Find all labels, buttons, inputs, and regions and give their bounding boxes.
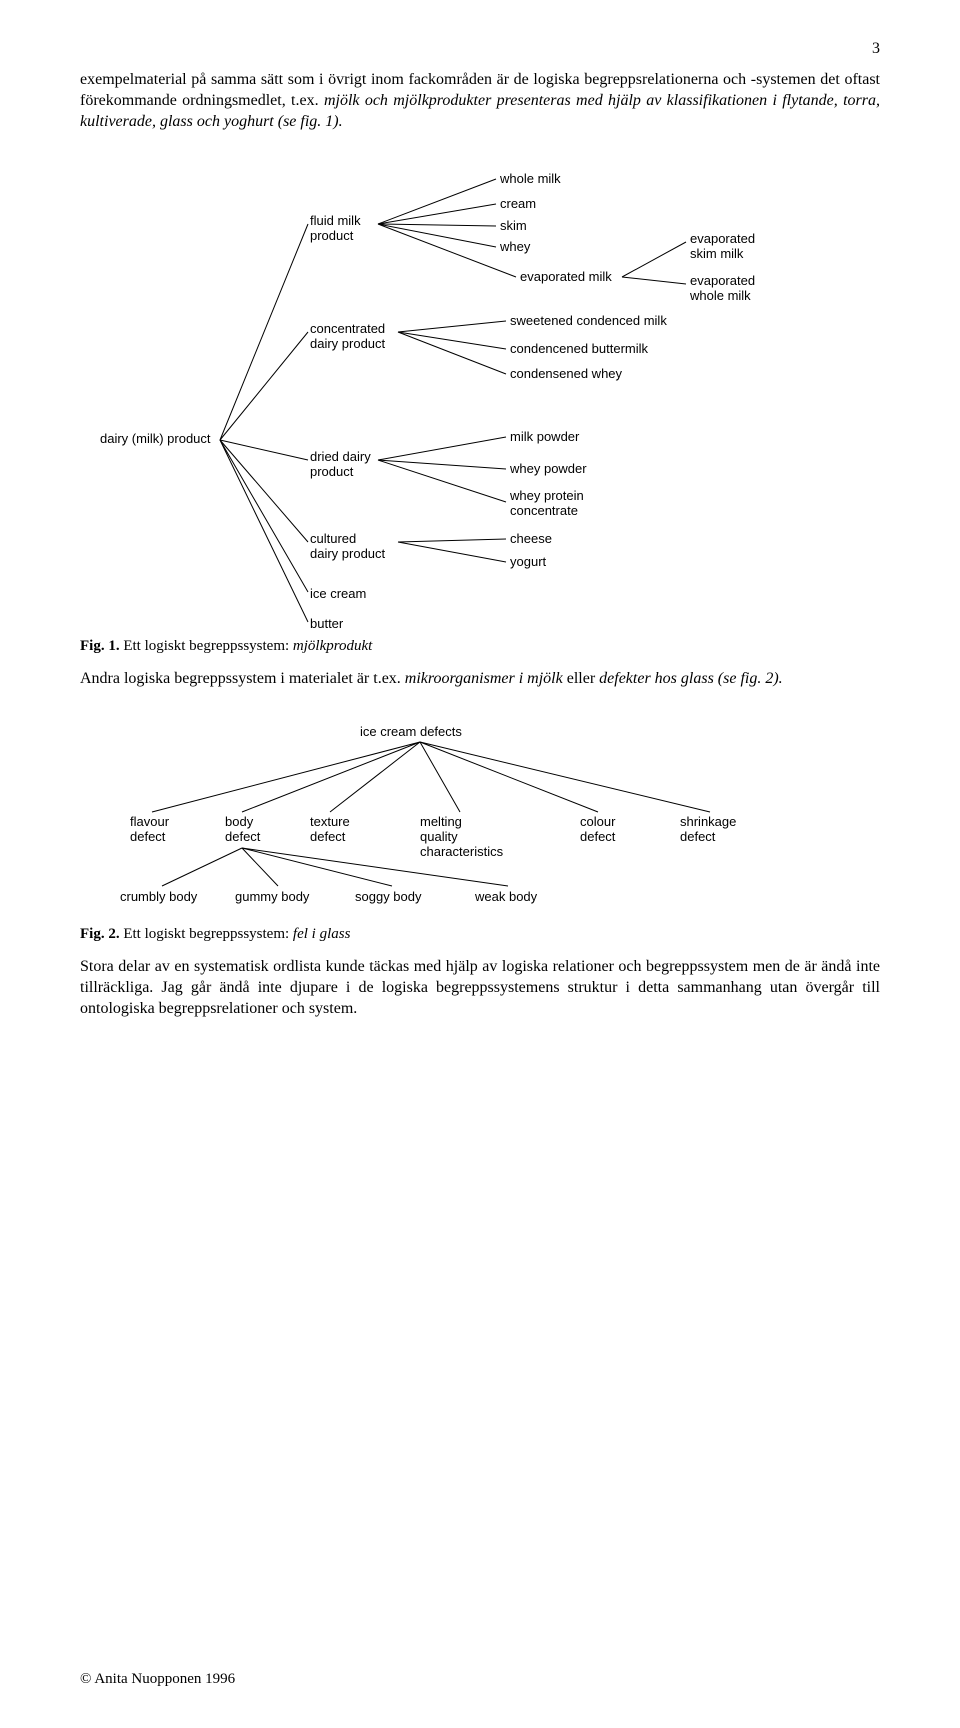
- node-butter: butter: [310, 617, 343, 632]
- node-wheypowder: whey powder: [510, 462, 587, 477]
- node-shrinkage: shrinkagedefect: [680, 815, 736, 845]
- node-soggy: soggy body: [355, 890, 422, 905]
- fig1-label: Fig. 1.: [80, 638, 120, 654]
- paragraph-3: Stora delar av en systematisk ordlista k…: [80, 957, 880, 1019]
- figure-2-caption: Fig. 2. Ett logiskt begreppssystem: fel …: [80, 926, 880, 943]
- fig2-label: Fig. 2.: [80, 926, 120, 942]
- paragraph-2: Andra logiska begreppssystem i materiale…: [80, 669, 880, 690]
- node-crumbly: crumbly body: [120, 890, 197, 905]
- node-evapwhole: evaporatedwhole milk: [690, 274, 755, 304]
- node-icecream: ice cream: [310, 587, 366, 602]
- diagram-1-lines: [80, 162, 880, 632]
- node-root: dairy (milk) product: [100, 432, 211, 447]
- fig1-text: Ett logiskt begreppssystem:: [120, 638, 293, 654]
- node-dried: dried dairyproduct: [310, 450, 371, 480]
- figure-1-caption: Fig. 1. Ett logiskt begreppssystem: mjöl…: [80, 638, 880, 655]
- diagram-2: ice cream defects flavourdefect bodydefect…: [80, 720, 880, 920]
- node-yogurt: yogurt: [510, 555, 546, 570]
- paragraph-2b: mikroorganismer i mjölk: [405, 670, 563, 687]
- node-skim: skim: [500, 219, 527, 234]
- copyright: © Anita Nuopponen 1996: [80, 1671, 235, 1688]
- fig2-text: Ett logiskt begreppssystem:: [120, 926, 293, 942]
- node-body: bodydefect: [225, 815, 260, 845]
- node-cheese: cheese: [510, 532, 552, 547]
- node-flavour: flavourdefect: [130, 815, 169, 845]
- paragraph-2d: defekter hos glass (se fig. 2).: [599, 670, 783, 687]
- node-cream: cream: [500, 197, 536, 212]
- node-wheyprotein: whey proteinconcentrate: [510, 489, 584, 519]
- node-root: ice cream defects: [360, 725, 462, 740]
- node-colour: colourdefect: [580, 815, 615, 845]
- node-melting: meltingqualitycharacteristics: [420, 815, 503, 860]
- node-texture: texturedefect: [310, 815, 350, 845]
- paragraph-2c: eller: [563, 670, 599, 687]
- page-number: 3: [872, 40, 880, 58]
- node-condbutter: condencened buttermilk: [510, 342, 648, 357]
- node-condwhey: condensened whey: [510, 367, 622, 382]
- paragraph-2a: Andra logiska begreppssystem i materiale…: [80, 670, 405, 687]
- fig1-term: mjölkprodukt: [293, 638, 372, 654]
- node-cultured: cultureddairy product: [310, 532, 385, 562]
- fig2-term: fel i glass: [293, 926, 351, 942]
- diagram-1: dairy (milk) product fluid milkproduct con…: [80, 162, 880, 632]
- node-evapmilk: evaporated milk: [520, 270, 612, 285]
- node-milkpowder: milk powder: [510, 430, 579, 445]
- node-weak: weak body: [475, 890, 537, 905]
- node-fluid: fluid milkproduct: [310, 214, 361, 244]
- paragraph-1: exempelmaterial på samma sätt som i övri…: [80, 70, 880, 132]
- node-whole: whole milk: [500, 172, 561, 187]
- node-whey: whey: [500, 240, 530, 255]
- node-gummy: gummy body: [235, 890, 309, 905]
- node-evapskim: evaporatedskim milk: [690, 232, 755, 262]
- node-sweetcond: sweetened condenced milk: [510, 314, 667, 329]
- node-concentrated: concentrateddairy product: [310, 322, 385, 352]
